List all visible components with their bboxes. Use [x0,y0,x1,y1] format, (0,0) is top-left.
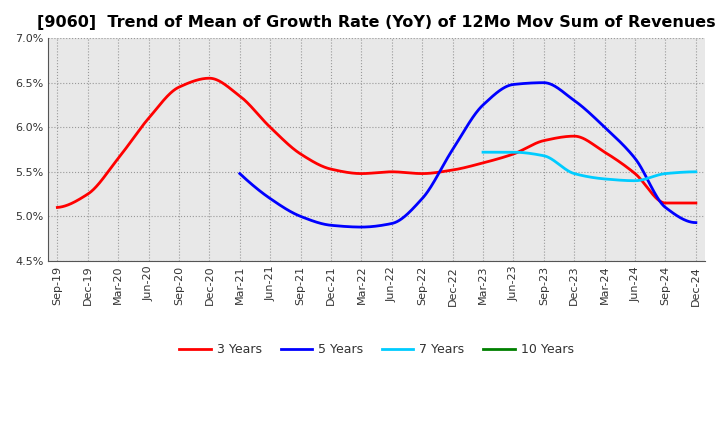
Line: 7 Years: 7 Years [483,152,696,181]
7 Years [691,169,700,174]
5 Years [539,80,548,85]
5 Years [691,220,700,225]
5 Years [235,171,244,176]
7 Years [672,170,681,175]
7 Years [630,178,639,183]
Line: 3 Years: 3 Years [58,78,696,207]
5 Years [316,221,325,226]
3 Years [552,136,560,141]
5 Years [357,224,366,230]
3 Years [118,150,127,155]
7 Years [605,177,613,182]
5 Years [580,106,589,111]
Line: 5 Years: 5 Years [240,83,696,227]
3 Years [492,157,501,162]
7 Years [479,150,487,155]
3 Years [205,76,214,81]
3 Years [312,161,320,166]
5 Years [505,83,513,88]
7 Years [480,150,488,155]
5 Years [353,224,361,230]
3 Years [335,168,343,173]
7 Years [606,177,614,182]
7 Years [609,177,618,182]
Title: [9060]  Trend of Mean of Growth Rate (YoY) of 12Mo Mov Sum of Revenues: [9060] Trend of Mean of Growth Rate (YoY… [37,15,716,30]
3 Years [691,200,700,205]
3 Years [53,205,62,210]
3 Years [563,134,572,139]
5 Years [443,156,451,161]
Legend: 3 Years, 5 Years, 7 Years, 10 Years: 3 Years, 5 Years, 7 Years, 10 Years [174,338,579,362]
5 Years [541,80,550,85]
7 Years [659,171,667,176]
